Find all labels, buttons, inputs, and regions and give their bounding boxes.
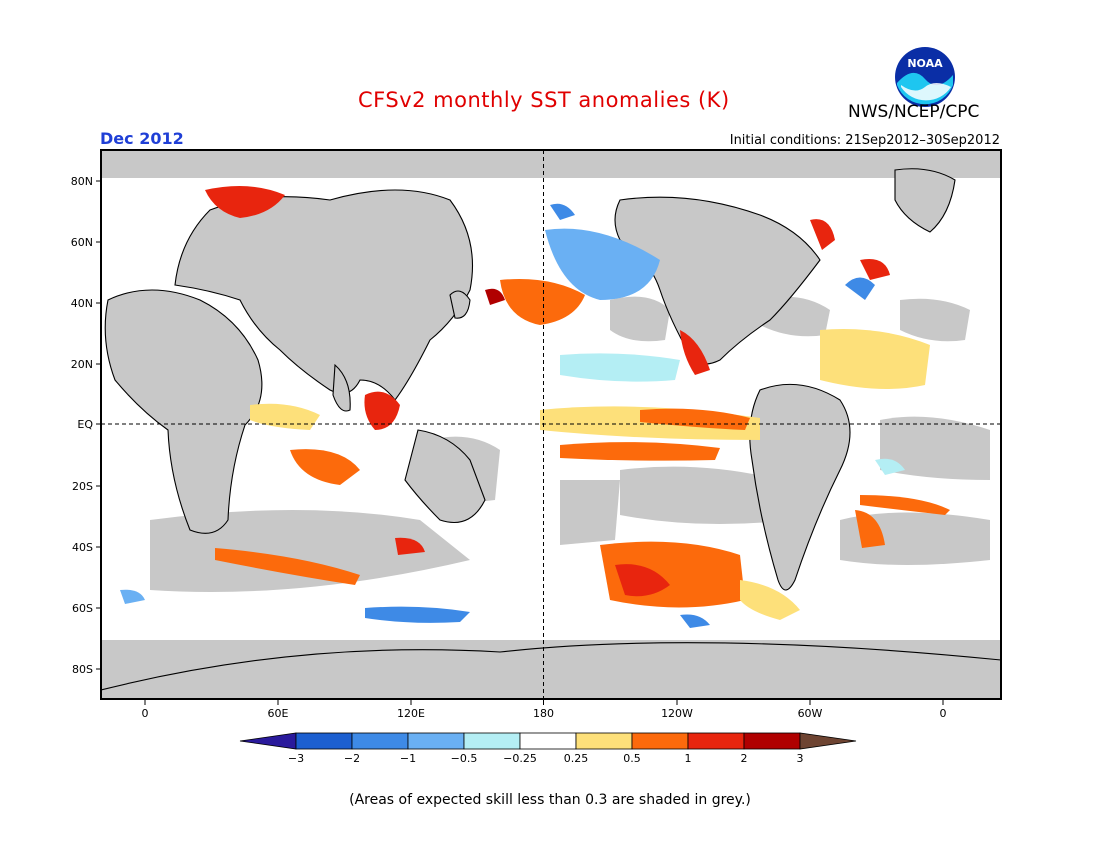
lat-label: EQ (77, 418, 93, 431)
lon-label: 120W (661, 707, 693, 720)
colorbar: −3 −2 −1 −0.5 −0.25 0.25 0.5 1 2 3 (239, 732, 857, 765)
australia (404, 429, 486, 524)
lon-label: 60W (798, 707, 823, 720)
colorbar-label: −3 (288, 752, 304, 765)
colorbar-segment (351, 732, 409, 750)
colorbar-label: 1 (685, 752, 692, 765)
lat-label: 80S (72, 663, 93, 676)
colorbar-label: −2 (344, 752, 360, 765)
lat-label: 20N (71, 358, 93, 371)
colorbar-label: 2 (741, 752, 748, 765)
valid-month: Dec 2012 (100, 129, 184, 148)
noaa-logo-text: NOAA (907, 57, 943, 70)
map-title: CFSv2 monthly SST anomalies (K) (358, 88, 730, 112)
colorbar-segment (407, 732, 465, 750)
colorbar-label: −1 (400, 752, 416, 765)
lat-axis: 80N 60N 40N 20N EQ 20S 40S 60S 80S (71, 175, 101, 676)
lat-label: 60S (72, 602, 93, 615)
land-masses (101, 168, 1001, 699)
lon-label: 180 (533, 707, 554, 720)
lat-label: 20S (72, 480, 93, 493)
colorbar-label: 0.5 (623, 752, 641, 765)
lon-label: 120E (397, 707, 425, 720)
lon-label: 0 (142, 707, 149, 720)
colorbar-label: −0.5 (451, 752, 478, 765)
lon-label: 0 (940, 707, 947, 720)
colorbar-max-arrow (799, 732, 857, 750)
anomaly-field (101, 150, 1001, 699)
colorbar-segment (631, 732, 689, 750)
lon-axis: 0 60E 120E 180 120W 60W 0 (142, 699, 947, 720)
eurasia (174, 189, 473, 401)
cool-anomalies (120, 203, 905, 628)
colorbar-segment (519, 732, 577, 750)
africa (104, 289, 263, 534)
sst-anomaly-map: 80N 60N 40N 20N EQ 20S 40S 60S 80S 0 60E… (71, 149, 1002, 765)
lat-label: 60N (71, 236, 93, 249)
noaa-logo: NOAA (895, 47, 955, 107)
warm-anomalies (205, 186, 950, 620)
japan (449, 290, 471, 319)
agency-label: NWS/NCEP/CPC (848, 102, 980, 122)
colorbar-segment (463, 732, 521, 750)
colorbar-label: 3 (797, 752, 804, 765)
initial-conditions: Initial conditions: 21Sep2012–30Sep2012 (729, 133, 1000, 148)
colorbar-min-arrow (239, 732, 297, 750)
colorbar-label: −0.25 (503, 752, 537, 765)
colorbar-segment (687, 732, 745, 750)
colorbar-segment (575, 732, 633, 750)
lat-label: 80N (71, 175, 93, 188)
colorbar-segment (743, 732, 801, 750)
south-america (749, 383, 851, 591)
antarctica (101, 642, 1001, 699)
colorbar-segment (295, 732, 353, 750)
lat-label: 40S (72, 541, 93, 554)
lat-label: 40N (71, 297, 93, 310)
lon-label: 60E (268, 707, 289, 720)
greenland (894, 168, 956, 233)
skill-caption: (Areas of expected skill less than 0.3 a… (349, 792, 751, 808)
india (332, 363, 351, 412)
colorbar-label: 0.25 (564, 752, 589, 765)
